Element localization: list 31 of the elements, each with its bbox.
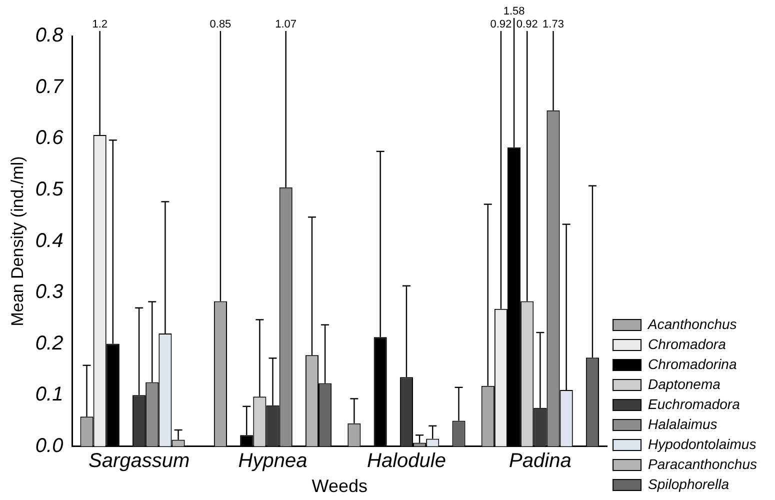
legend-label: Acanthonchus (647, 316, 737, 332)
legend-label: Euchromadora (648, 396, 740, 412)
y-tick-label: 0.0 (35, 434, 64, 457)
y-tick-label: 0.5 (35, 178, 64, 200)
legend-label: Daptonema (648, 376, 721, 392)
annotation: 1.58 (503, 6, 525, 18)
y-tick-label: 0.1 (35, 384, 64, 406)
x-tick-label: Sargassum (88, 450, 190, 472)
x-tick-label: Halodule (366, 450, 446, 472)
y-axis-title: Mean Density (ind./ml) (8, 156, 27, 326)
legend-label: Spilophorella (648, 476, 730, 492)
y-tick-label: 0.7 (35, 76, 64, 98)
annotation: 1.73 (542, 18, 564, 31)
legend-label: Hypodontolaimus (648, 436, 756, 452)
annotation: 0.92 (516, 18, 538, 31)
legend-label: Chromadora (648, 336, 726, 352)
x-axis-title: Weeds (312, 476, 368, 496)
y-tick-label: 0.6 (35, 127, 64, 150)
x-tick-label: Hypnea (238, 450, 308, 472)
legend-label: Paracanthonchus (648, 456, 758, 472)
y-tick-label: 0.2 (35, 332, 64, 354)
y-tick-label: 0.4 (35, 230, 64, 252)
annotation: 1.2 (92, 18, 108, 31)
annotation: 0.85 (210, 18, 232, 31)
x-tick-label: Padina (509, 450, 572, 472)
annotation: 1.07 (275, 18, 297, 31)
annotation: 0.92 (490, 18, 512, 31)
y-tick-label: 0.3 (35, 281, 64, 304)
y-tick-label: 0.8 (35, 24, 64, 47)
legend-label: Chromadorina (648, 356, 737, 372)
legend-label: Halalaimus (648, 416, 718, 432)
